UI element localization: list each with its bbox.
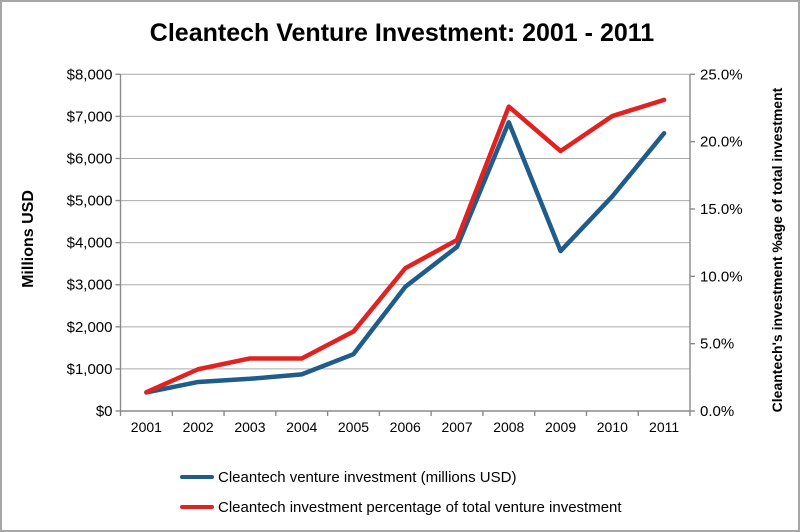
axis-tick-labels: $0 $1,000 $2,000 $3,000 $4,000 $5,000 $6,000 $7… [67, 66, 743, 435]
left-axis-tick-label: $3,000 [67, 277, 113, 294]
x-axis-tick-label: 2010 [597, 419, 628, 435]
left-axis-tick-label: $2,000 [67, 319, 113, 336]
gridlines [120, 73, 690, 370]
legend-item-cleantech-investment: Cleantech venture investment (millions U… [180, 466, 622, 488]
x-axis-tick-label: 2011 [649, 419, 679, 435]
chart-title: Cleantech Venture Investment: 2001 - 201… [149, 19, 655, 47]
legend-label: Cleantech investment percentage of total… [218, 498, 622, 516]
right-axis-tick-label: 5.0% [700, 336, 734, 353]
series-line-0 [144, 120, 667, 395]
legend-line-marker-red [180, 505, 214, 509]
left-axis-tick-label: $0 [96, 403, 113, 420]
left-axis-tick-label: $5,000 [67, 193, 113, 210]
x-axis-tick-label: 2005 [338, 419, 369, 435]
x-axis-tick-label: 2007 [441, 419, 472, 435]
right-axis-tick-label: 25.0% [700, 66, 743, 83]
x-axis-tick-label: 2009 [545, 419, 576, 435]
x-axis-tick-label: 2008 [493, 419, 524, 435]
x-axis-tick-label: 2003 [234, 419, 265, 435]
left-axis-tick-label: $6,000 [67, 150, 113, 167]
x-axis-tick-label: 2006 [390, 419, 421, 435]
right-axis-tick-label: 10.0% [700, 268, 743, 285]
x-axis-tick-label: 2001 [131, 419, 162, 435]
legend-item-cleantech-percentage: Cleantech investment percentage of total… [180, 496, 622, 518]
left-axis-tick-label: $8,000 [67, 66, 113, 83]
legend: Cleantech venture investment (millions U… [180, 466, 622, 518]
legend-line-marker-blue [180, 475, 214, 479]
x-axis-tick-label: 2002 [183, 419, 214, 435]
right-axis-tick-label: 15.0% [700, 201, 743, 218]
legend-label: Cleantech venture investment (millions U… [218, 468, 517, 486]
left-axis-title: Millions USD [20, 190, 37, 288]
series-line-1 [144, 97, 667, 395]
left-axis-tick-label: $4,000 [67, 235, 113, 252]
left-axis-tick-label: $1,000 [67, 361, 113, 378]
right-axis-title: Cleantech's investment %age of total inv… [769, 87, 785, 413]
right-axis-tick-label: 20.0% [700, 134, 743, 151]
right-axis-tick-label: 0.0% [700, 403, 734, 420]
axis-ticks [115, 73, 695, 416]
left-axis-tick-label: $7,000 [67, 108, 113, 125]
x-axis-tick-label: 2004 [286, 419, 317, 435]
